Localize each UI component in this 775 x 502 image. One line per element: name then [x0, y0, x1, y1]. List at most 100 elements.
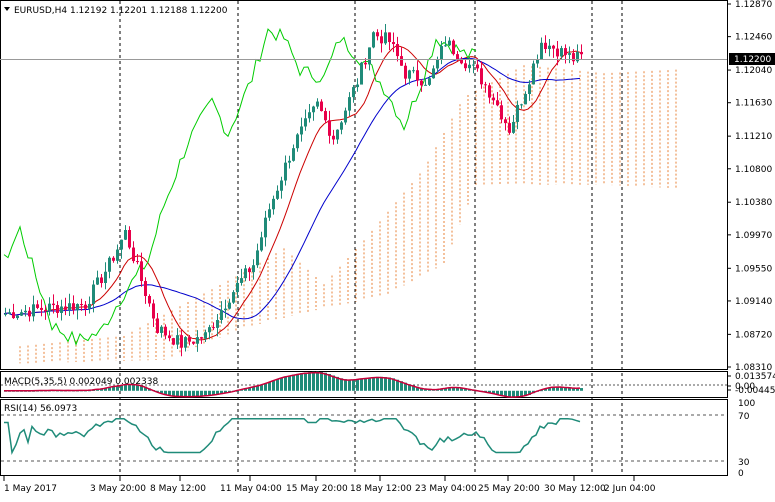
candle-body: [500, 105, 503, 120]
price-tick-label: 1.08720: [735, 330, 772, 340]
candle-body: [352, 87, 355, 98]
candle-body: [448, 40, 451, 46]
macd-bar: [120, 385, 123, 391]
macd-bar: [188, 390, 191, 397]
macd-bar: [216, 390, 219, 395]
candle-body: [464, 63, 467, 69]
candle-body: [20, 312, 23, 316]
candle-body: [436, 59, 439, 69]
candle-body: [52, 303, 55, 306]
macd-bar: [492, 390, 495, 394]
macd-bar: [200, 390, 203, 397]
macd-bar: [484, 390, 487, 392]
candle-body: [540, 42, 543, 60]
candle-body: [216, 320, 219, 328]
candle-body: [356, 84, 359, 88]
macd-bar: [508, 390, 511, 398]
time-label: 25 May 20:00: [478, 484, 540, 494]
candle-body: [120, 239, 123, 250]
candle-body: [396, 44, 399, 57]
candle-body: [456, 54, 459, 60]
macd-bar: [288, 375, 291, 391]
macd-bar: [168, 390, 171, 396]
candle-body: [476, 64, 479, 69]
candle-body: [228, 302, 231, 309]
candle-body: [276, 190, 279, 199]
candle-body: [212, 327, 215, 329]
candle-body: [136, 261, 139, 263]
macd-bar: [280, 377, 283, 391]
price-tick-label: 1.10800: [735, 165, 772, 175]
candle-body: [408, 70, 411, 79]
macd-bar: [552, 387, 555, 391]
candle-body: [16, 315, 19, 319]
chikou-line: [3, 27, 477, 346]
candle-body: [440, 46, 443, 60]
macd-indicator: [4, 371, 583, 398]
macd-bar: [448, 387, 451, 391]
macd-bar: [540, 390, 543, 392]
rsi-tick-label: 100: [738, 399, 755, 409]
time-label: 1 May 2017: [4, 484, 57, 494]
macd-bar: [312, 371, 315, 391]
macd-bar: [460, 387, 463, 391]
tenkan-line: [3, 45, 581, 341]
price-tick-label: 1.08310: [735, 363, 772, 373]
price-tick-label: 1.09970: [735, 231, 772, 241]
time-axis: 1 May 2017 3 May 20:00 8 May 12:00 11 May 0…: [3, 476, 656, 494]
macd-bar: [356, 379, 359, 391]
candle-body: [368, 47, 371, 65]
macd-bar: [388, 377, 391, 391]
macd-bar: [172, 390, 175, 397]
rsi-pane-frame: [0, 399, 728, 476]
macd-bar: [140, 385, 143, 391]
candle-body: [128, 230, 131, 248]
candle-body: [548, 45, 551, 50]
kijun-line: [3, 58, 581, 320]
candle-body: [392, 42, 395, 45]
candle-body: [420, 80, 423, 86]
candle-body: [112, 257, 115, 261]
time-label: 2 Jun 04:00: [604, 484, 656, 494]
time-label: 23 May 04:00: [415, 484, 477, 494]
ichimoku-cloud: [19, 65, 677, 364]
candle-body: [80, 304, 83, 306]
macd-bar: [300, 373, 303, 391]
candle-body: [188, 337, 191, 342]
candlesticks: [4, 24, 583, 357]
indicator-lines: [3, 27, 581, 346]
candle-body: [292, 148, 295, 161]
macd-bar: [528, 390, 531, 395]
candle-body: [444, 45, 447, 47]
symbol-info: EURUSD,H4 1.12192 1.12201 1.12188 1.1220…: [14, 6, 228, 16]
candle-body: [72, 303, 75, 311]
macd-bar: [512, 390, 515, 398]
macd-bar: [328, 373, 331, 391]
candle-body: [304, 118, 307, 127]
macd-label: MACD(5,35,5) 0.002049 0.002338: [4, 377, 159, 387]
macd-bar: [212, 390, 215, 396]
macd-bar: [196, 390, 199, 397]
candle-body: [364, 62, 367, 65]
price-tick-label: 1.12870: [735, 0, 772, 10]
candle-body: [100, 277, 103, 284]
time-label: 3 May 20:00: [90, 484, 146, 494]
dropdown-triangle-icon[interactable]: [4, 7, 10, 11]
price-tick-label: 1.11630: [735, 99, 772, 109]
macd-bar: [156, 390, 159, 392]
candle-body: [424, 84, 427, 86]
candle-body: [92, 284, 95, 304]
time-label: 30 May 12:00: [544, 484, 606, 494]
macd-tick-label: -0.004455: [735, 386, 775, 396]
macd-bar: [260, 384, 263, 391]
candle-body: [84, 304, 87, 309]
macd-bar: [420, 387, 423, 391]
macd-bar: [160, 390, 163, 394]
candle-body: [296, 134, 299, 149]
candle-body: [328, 120, 331, 136]
macd-bar: [524, 390, 527, 397]
candle-body: [372, 32, 375, 48]
candle-body: [244, 268, 247, 279]
